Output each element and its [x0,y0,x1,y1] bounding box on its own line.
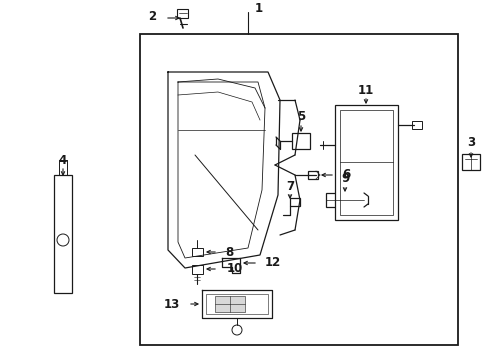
Text: 7: 7 [285,180,293,193]
Bar [291,133,309,149]
Text: 6: 6 [341,168,349,181]
Text: 8: 8 [224,246,233,258]
Bar [325,193,363,207]
Text: 12: 12 [264,256,281,270]
Bar [334,105,397,220]
Bar [215,296,244,312]
Bar [307,171,317,179]
Bar [411,121,421,129]
Bar [339,110,392,215]
Text: 3: 3 [466,136,474,149]
Text: 2: 2 [148,9,156,22]
Bar [289,198,299,206]
Text: 5: 5 [296,109,305,122]
Text: 1: 1 [254,1,263,14]
Text: 9: 9 [340,171,348,184]
Text: 13: 13 [163,297,180,310]
Bar [177,9,187,18]
Bar [54,175,72,293]
Text: 11: 11 [357,84,373,96]
Text: 10: 10 [226,262,243,275]
Bar [205,294,267,314]
Bar [140,34,457,345]
Bar [192,248,203,256]
Bar [192,265,203,274]
Text: 4: 4 [59,153,67,166]
Bar [461,154,479,170]
